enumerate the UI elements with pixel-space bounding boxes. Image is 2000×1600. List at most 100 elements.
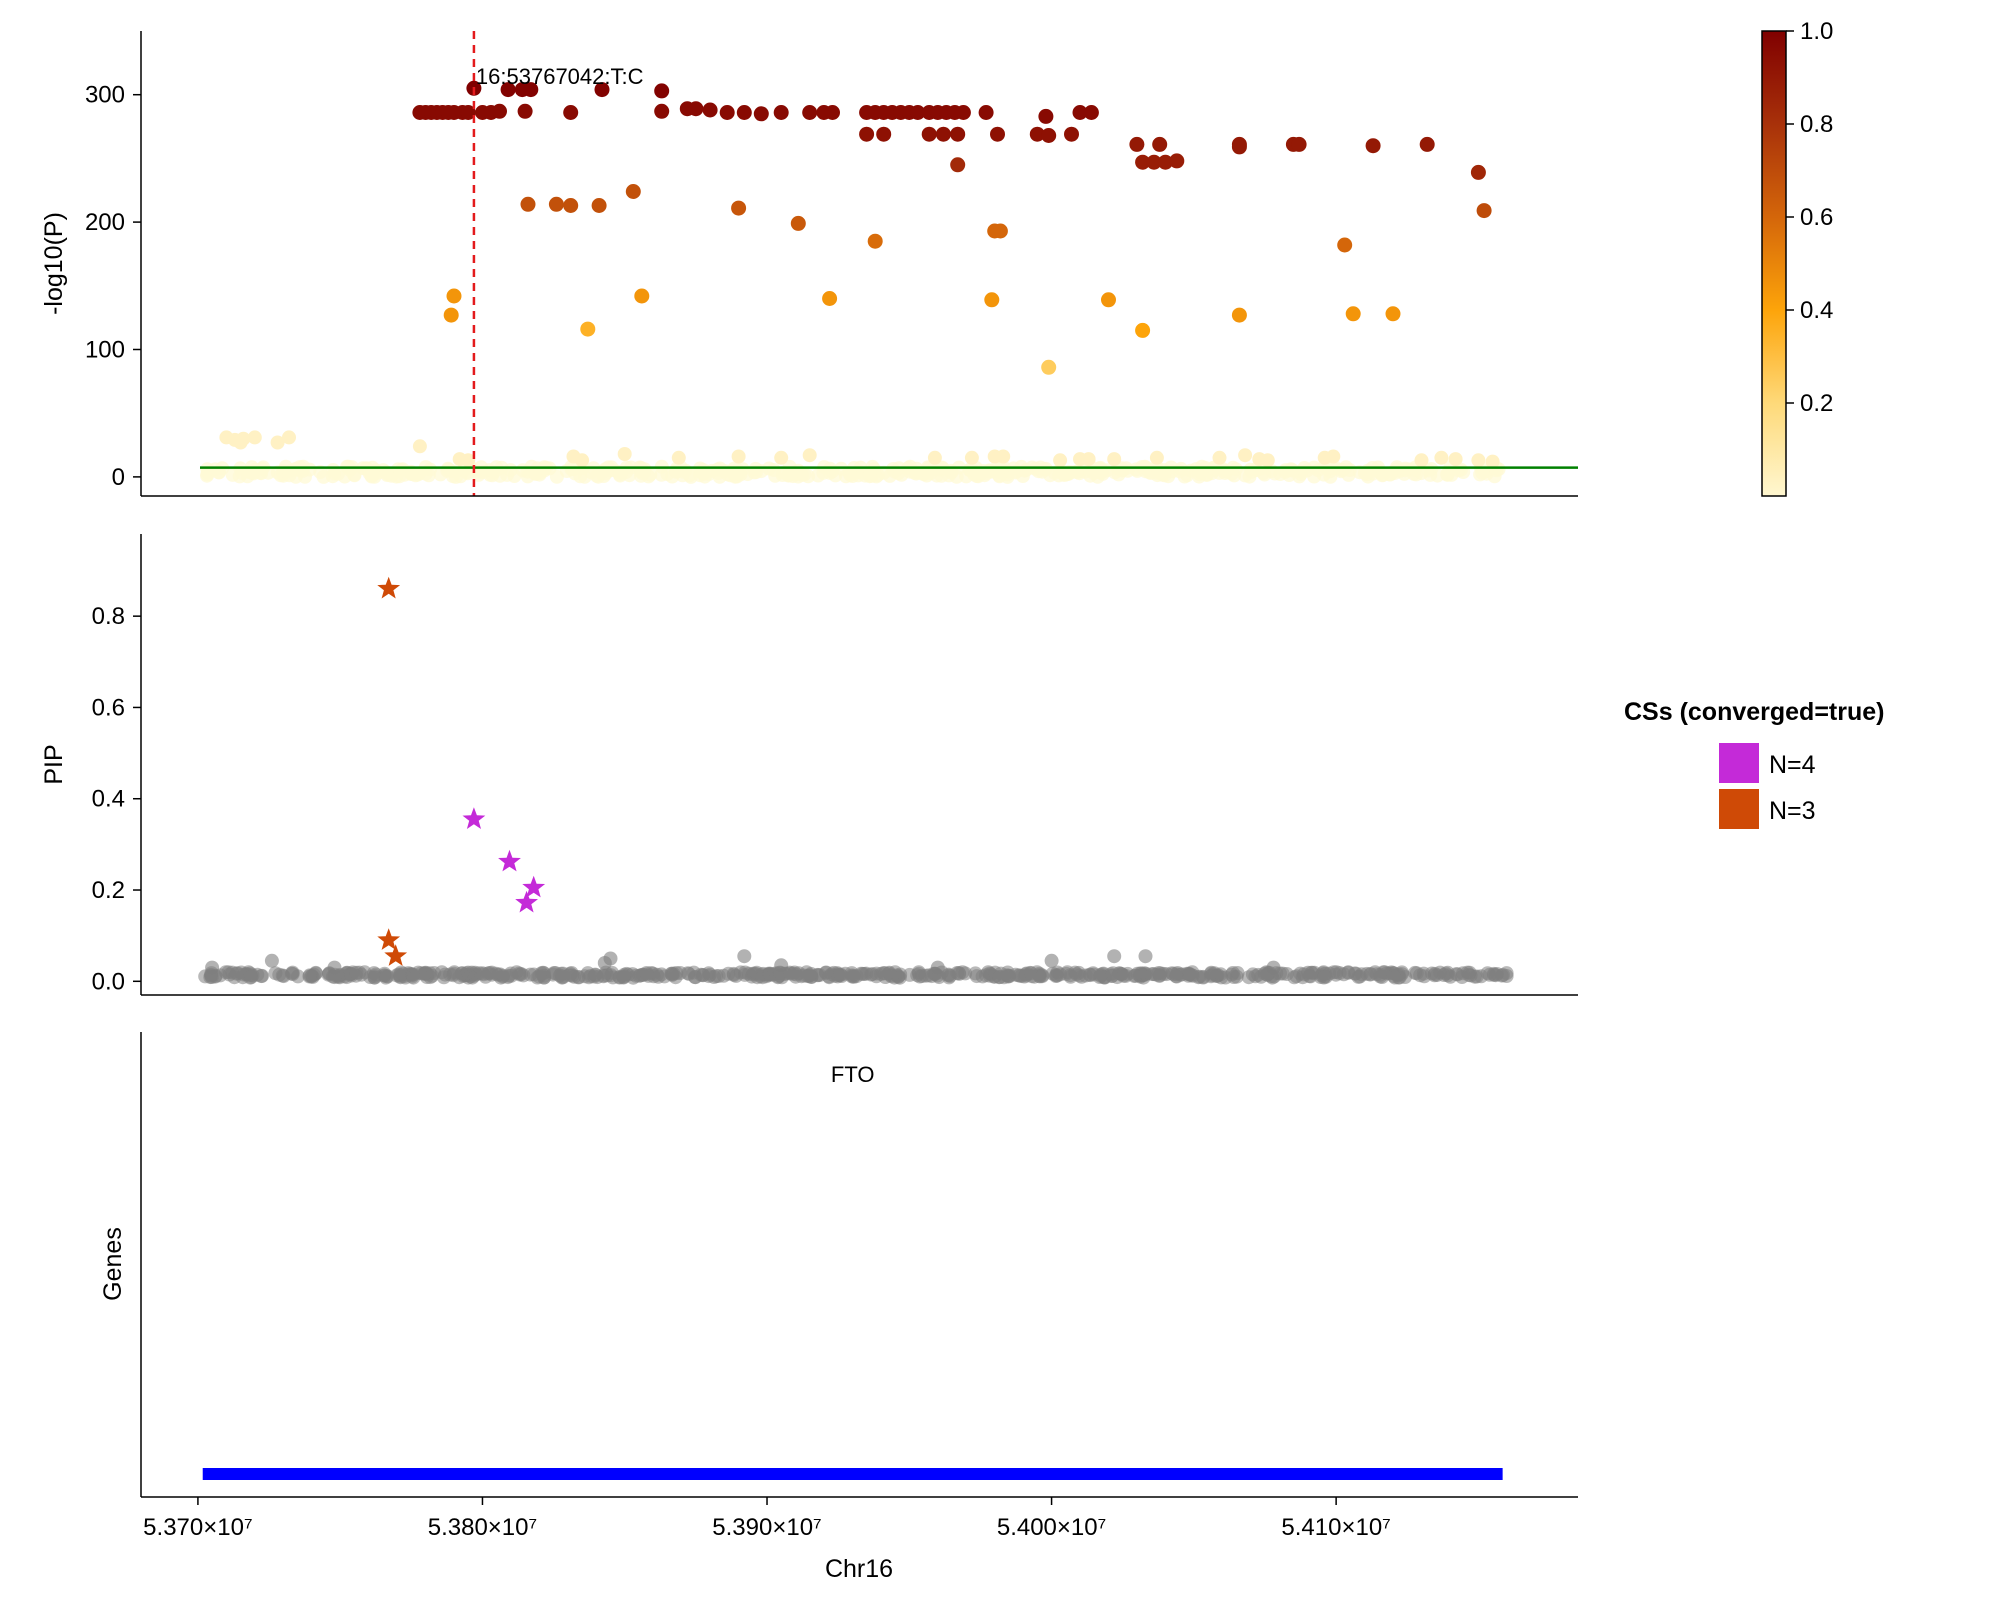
pip-background-point — [981, 965, 996, 980]
pip-background-point — [1024, 966, 1039, 981]
manhattan-point — [1038, 108, 1054, 124]
manhattan-point — [964, 450, 979, 465]
manhattan-point — [461, 453, 476, 468]
pip-background-point — [831, 967, 845, 982]
colorbar-tick-label: 0.6 — [1800, 204, 1833, 231]
pip-background-point — [243, 966, 258, 981]
pip-background-point — [884, 969, 899, 984]
pip-background-point — [406, 970, 421, 985]
credible-set-star — [384, 944, 408, 966]
manhattan-point — [1157, 154, 1173, 170]
manhattan-point — [1434, 450, 1449, 465]
pip-background-point — [1204, 965, 1219, 980]
manhattan-low-ld-points — [200, 430, 1506, 484]
manhattan-point — [1231, 307, 1247, 323]
pip-background-point — [1328, 967, 1343, 982]
manhattan-point — [859, 126, 875, 142]
pip-background-point — [1348, 966, 1363, 981]
manhattan-point — [921, 126, 937, 142]
manhattan-point — [876, 126, 892, 142]
manhattan-point — [594, 82, 610, 98]
manhattan-point — [1337, 237, 1353, 253]
pip-credible-set-points — [377, 576, 546, 966]
manhattan-point — [992, 223, 1008, 239]
pip-point — [205, 960, 220, 975]
legend-swatch-n3 — [1719, 789, 1759, 829]
pip-background-point — [1499, 969, 1514, 983]
colorbar-tick-label: 1.0 — [1800, 18, 1833, 45]
pip-background-point — [476, 967, 491, 982]
manhattan-point — [984, 292, 1000, 308]
manhattan-point — [1260, 453, 1275, 468]
manhattan-low-ld-point — [261, 465, 276, 480]
manhattan-point — [1081, 452, 1096, 467]
legend-label-n4: N=4 — [1769, 751, 1816, 779]
manhattan-point — [773, 105, 789, 120]
manhattan-point — [523, 82, 539, 98]
manhattan-low-ld-point — [963, 462, 978, 477]
pip-background-point — [729, 968, 744, 983]
manhattan-point — [634, 288, 650, 304]
pip-background-point — [1078, 968, 1093, 983]
pip-point — [327, 960, 342, 975]
pip-panel: 0.0 0.2 0.4 0.6 0.8 PIP — [40, 534, 1578, 996]
pip-background-point — [1145, 967, 1160, 982]
pip-background-point — [504, 968, 519, 983]
manhattan-point — [412, 439, 427, 454]
manhattan-point — [247, 430, 262, 445]
y-tick-label: 200 — [85, 209, 125, 236]
pip-background-point — [418, 966, 433, 980]
manhattan-low-ld-point — [316, 469, 331, 484]
manhattan-low-ld-point — [1256, 466, 1271, 480]
y-tick-label: 0.4 — [92, 786, 125, 813]
manhattan-low-ld-point — [1342, 463, 1357, 477]
manhattan-point — [790, 215, 806, 231]
manhattan-point — [1041, 128, 1057, 143]
pip-background-point — [1097, 970, 1112, 985]
pip-point — [774, 958, 789, 973]
gene-panel: FTO 5.370×10⁷ 5.380×10⁷ 5.390×10⁷ 5.400×10⁷… — [99, 1032, 1578, 1583]
manhattan-point — [625, 184, 641, 199]
manhattan-low-ld-point — [801, 469, 816, 484]
pip-background-point — [379, 969, 394, 984]
pip-background-point — [695, 968, 710, 983]
credible-set-star — [498, 849, 521, 872]
manhattan-point — [1146, 154, 1162, 170]
colorbar-gradient — [1761, 30, 1787, 497]
manhattan-point — [1152, 136, 1168, 152]
manhattan-low-ld-point — [367, 469, 382, 484]
manhattan-point — [654, 103, 670, 119]
manhattan-point — [1471, 453, 1486, 468]
manhattan-point — [802, 448, 817, 463]
pip-y-label: PIP — [40, 744, 68, 784]
legend-swatch-n4 — [1719, 743, 1759, 783]
manhattan-low-ld-point — [568, 466, 582, 481]
pip-background-point — [969, 969, 984, 984]
manhattan-low-ld-point — [731, 466, 746, 481]
manhattan-point — [446, 288, 462, 304]
manhattan-low-ld-point — [754, 464, 769, 479]
manhattan-low-ld-point — [720, 467, 735, 482]
credible-set-star — [377, 928, 401, 950]
manhattan-point — [500, 82, 516, 98]
manhattan-low-ld-point — [244, 465, 259, 480]
manhattan-point — [1291, 136, 1307, 152]
pip-point — [1266, 960, 1281, 975]
chromosome-x-ticks: 5.370×10⁷ 5.380×10⁷ 5.390×10⁷ 5.400×10⁷ 5.41… — [143, 1497, 1391, 1541]
pip-background-point — [562, 968, 577, 983]
pip-background-point — [452, 970, 467, 985]
manhattan-point — [563, 105, 579, 120]
manhattan-point — [1072, 105, 1088, 120]
pip-background-point — [1408, 965, 1422, 980]
pip-background-point — [1053, 967, 1067, 982]
manhattan-point — [1485, 454, 1500, 469]
manhattan-low-ld-point — [421, 468, 436, 483]
colorbar-tick-label: 0.2 — [1800, 390, 1833, 417]
manhattan-low-ld-point — [843, 468, 858, 483]
manhattan-low-ld-point — [919, 468, 934, 483]
manhattan-point — [774, 450, 789, 465]
manhattan-point — [1414, 453, 1429, 468]
pip-background-point — [628, 968, 643, 983]
pip-background-point — [1488, 968, 1503, 983]
